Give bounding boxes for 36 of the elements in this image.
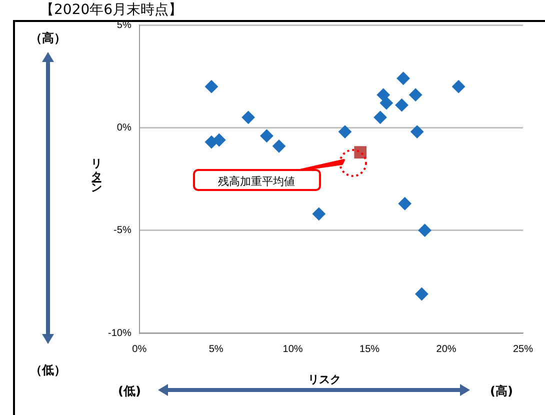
point xyxy=(212,133,226,146)
point xyxy=(374,110,387,124)
x-tick-label: 25% xyxy=(512,344,534,355)
x-tick-label: 20% xyxy=(436,344,456,355)
x-axis-title: リスク xyxy=(308,372,341,387)
point xyxy=(409,88,422,102)
y-tick-label: -10% xyxy=(108,328,132,339)
point xyxy=(395,98,408,112)
x-tick-label: 0% xyxy=(132,344,147,355)
x-tick-label: 15% xyxy=(360,344,380,355)
text: （低） xyxy=(30,362,66,379)
chart-title: 【2020年6月末時点】 xyxy=(40,1,183,19)
point xyxy=(452,80,466,94)
x-tick-label: 10% xyxy=(282,344,303,355)
text: (高) xyxy=(490,383,513,400)
point xyxy=(380,96,393,110)
text: (低) xyxy=(118,383,141,400)
point xyxy=(396,72,410,85)
point xyxy=(398,197,412,210)
point xyxy=(338,125,352,138)
point xyxy=(354,146,366,158)
x-tick-label: 5% xyxy=(208,344,224,355)
y-tick-label: 0% xyxy=(116,122,132,134)
point xyxy=(242,110,255,124)
text: （高） xyxy=(30,30,66,47)
point xyxy=(260,129,274,142)
point xyxy=(204,80,218,94)
annotation: 残高加重平均値 xyxy=(218,174,295,189)
point xyxy=(418,224,432,237)
point xyxy=(415,287,428,300)
y-tick-label: -5% xyxy=(114,225,132,236)
y-axis-title: リターン xyxy=(89,150,103,189)
point xyxy=(272,140,286,153)
point xyxy=(312,207,326,220)
point xyxy=(376,88,390,102)
point xyxy=(410,125,424,138)
